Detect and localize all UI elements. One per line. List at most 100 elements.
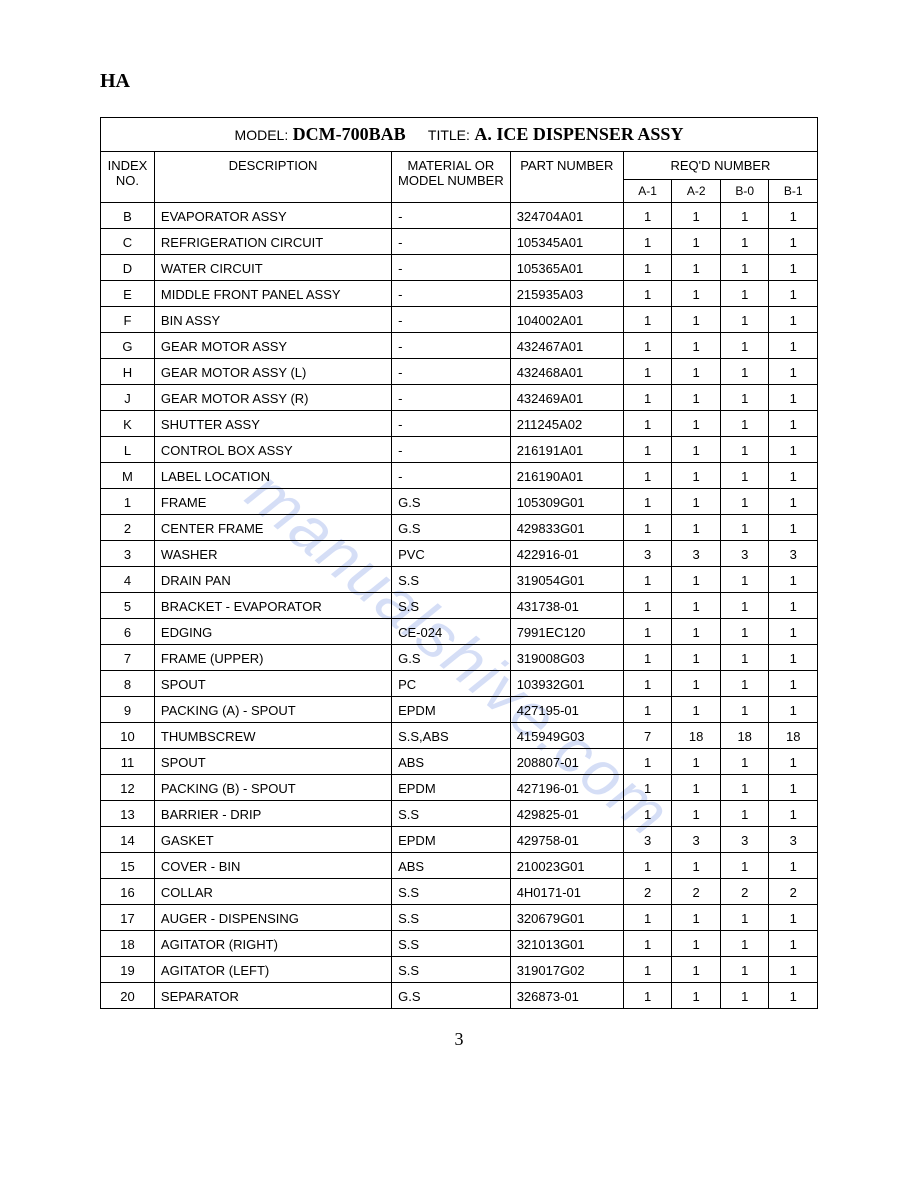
cell-a2: 1 (672, 203, 721, 229)
cell-part: 210023G01 (510, 853, 623, 879)
cell-b1: 1 (769, 567, 818, 593)
cell-material: S.S (392, 879, 511, 905)
cell-description: PACKING (B) - SPOUT (154, 775, 391, 801)
cell-index: 1 (101, 489, 155, 515)
cell-a1: 7 (623, 723, 672, 749)
table-row: DWATER CIRCUIT-105365A011111 (101, 255, 818, 281)
table-row: 17AUGER - DISPENSINGS.S320679G011111 (101, 905, 818, 931)
cell-b0: 1 (720, 957, 769, 983)
cell-description: DRAIN PAN (154, 567, 391, 593)
cell-b1: 1 (769, 775, 818, 801)
cell-a1: 1 (623, 307, 672, 333)
col-header-a1: A-1 (623, 180, 672, 203)
table-row: LCONTROL BOX ASSY-216191A011111 (101, 437, 818, 463)
cell-a2: 1 (672, 983, 721, 1009)
cell-a1: 1 (623, 333, 672, 359)
cell-description: SPOUT (154, 749, 391, 775)
cell-a2: 1 (672, 905, 721, 931)
cell-b0: 1 (720, 775, 769, 801)
cell-description: GASKET (154, 827, 391, 853)
cell-a2: 1 (672, 957, 721, 983)
cell-description: BRACKET - EVAPORATOR (154, 593, 391, 619)
table-row: CREFRIGERATION CIRCUIT-105345A011111 (101, 229, 818, 255)
cell-part: 105345A01 (510, 229, 623, 255)
cell-a1: 1 (623, 983, 672, 1009)
cell-b0: 1 (720, 853, 769, 879)
table-row: 13BARRIER - DRIPS.S429825-011111 (101, 801, 818, 827)
cell-a2: 1 (672, 593, 721, 619)
cell-b0: 1 (720, 411, 769, 437)
cell-a1: 1 (623, 489, 672, 515)
table-row: 8SPOUTPC103932G011111 (101, 671, 818, 697)
cell-index: 11 (101, 749, 155, 775)
cell-material: - (392, 229, 511, 255)
cell-b1: 1 (769, 515, 818, 541)
cell-part: 211245A02 (510, 411, 623, 437)
cell-description: FRAME (154, 489, 391, 515)
cell-b1: 1 (769, 489, 818, 515)
model-value: DCM-700BAB (293, 124, 406, 144)
cell-a2: 1 (672, 931, 721, 957)
table-row: 3WASHERPVC422916-013333 (101, 541, 818, 567)
cell-a1: 1 (623, 463, 672, 489)
cell-a1: 1 (623, 801, 672, 827)
cell-material: - (392, 411, 511, 437)
cell-a2: 1 (672, 411, 721, 437)
col-header-index: INDEX NO. (101, 152, 155, 203)
cell-b1: 1 (769, 203, 818, 229)
cell-part: 320679G01 (510, 905, 623, 931)
cell-index: 12 (101, 775, 155, 801)
cell-description: MIDDLE FRONT PANEL ASSY (154, 281, 391, 307)
cell-a1: 1 (623, 515, 672, 541)
parts-table: MODEL: DCM-700BAB TITLE: A. ICE DISPENSE… (100, 117, 818, 1009)
cell-part: 208807-01 (510, 749, 623, 775)
cell-b1: 1 (769, 619, 818, 645)
cell-material: G.S (392, 645, 511, 671)
cell-material: G.S (392, 983, 511, 1009)
cell-a1: 1 (623, 281, 672, 307)
cell-index: 16 (101, 879, 155, 905)
cell-a1: 1 (623, 749, 672, 775)
cell-part: 105309G01 (510, 489, 623, 515)
cell-description: AGITATOR (LEFT) (154, 957, 391, 983)
cell-material: G.S (392, 489, 511, 515)
cell-description: CENTER FRAME (154, 515, 391, 541)
cell-index: 6 (101, 619, 155, 645)
cell-a1: 1 (623, 359, 672, 385)
cell-index: J (101, 385, 155, 411)
cell-a1: 1 (623, 229, 672, 255)
cell-material: PVC (392, 541, 511, 567)
cell-description: COVER - BIN (154, 853, 391, 879)
cell-part: 422916-01 (510, 541, 623, 567)
cell-part: 7991EC120 (510, 619, 623, 645)
cell-material: ABS (392, 749, 511, 775)
cell-part: 429825-01 (510, 801, 623, 827)
cell-part: 415949G03 (510, 723, 623, 749)
cell-b0: 1 (720, 203, 769, 229)
cell-material: S.S (392, 567, 511, 593)
model-label: MODEL: (235, 127, 289, 143)
cell-b0: 1 (720, 359, 769, 385)
cell-description: SHUTTER ASSY (154, 411, 391, 437)
cell-b1: 1 (769, 697, 818, 723)
cell-b0: 1 (720, 255, 769, 281)
cell-a2: 1 (672, 853, 721, 879)
cell-a1: 1 (623, 931, 672, 957)
cell-index: H (101, 359, 155, 385)
cell-index: 19 (101, 957, 155, 983)
cell-a2: 1 (672, 671, 721, 697)
cell-part: 215935A03 (510, 281, 623, 307)
cell-description: WASHER (154, 541, 391, 567)
cell-b1: 1 (769, 437, 818, 463)
cell-a2: 18 (672, 723, 721, 749)
col-header-a2: A-2 (672, 180, 721, 203)
cell-b1: 18 (769, 723, 818, 749)
cell-material: - (392, 307, 511, 333)
col-header-reqd: REQ'D NUMBER (623, 152, 817, 180)
cell-description: GEAR MOTOR ASSY (154, 333, 391, 359)
cell-description: SPOUT (154, 671, 391, 697)
table-row: JGEAR MOTOR ASSY (R)-432469A011111 (101, 385, 818, 411)
cell-material: - (392, 385, 511, 411)
table-row: 7FRAME (UPPER)G.S319008G031111 (101, 645, 818, 671)
cell-material: S.S (392, 957, 511, 983)
